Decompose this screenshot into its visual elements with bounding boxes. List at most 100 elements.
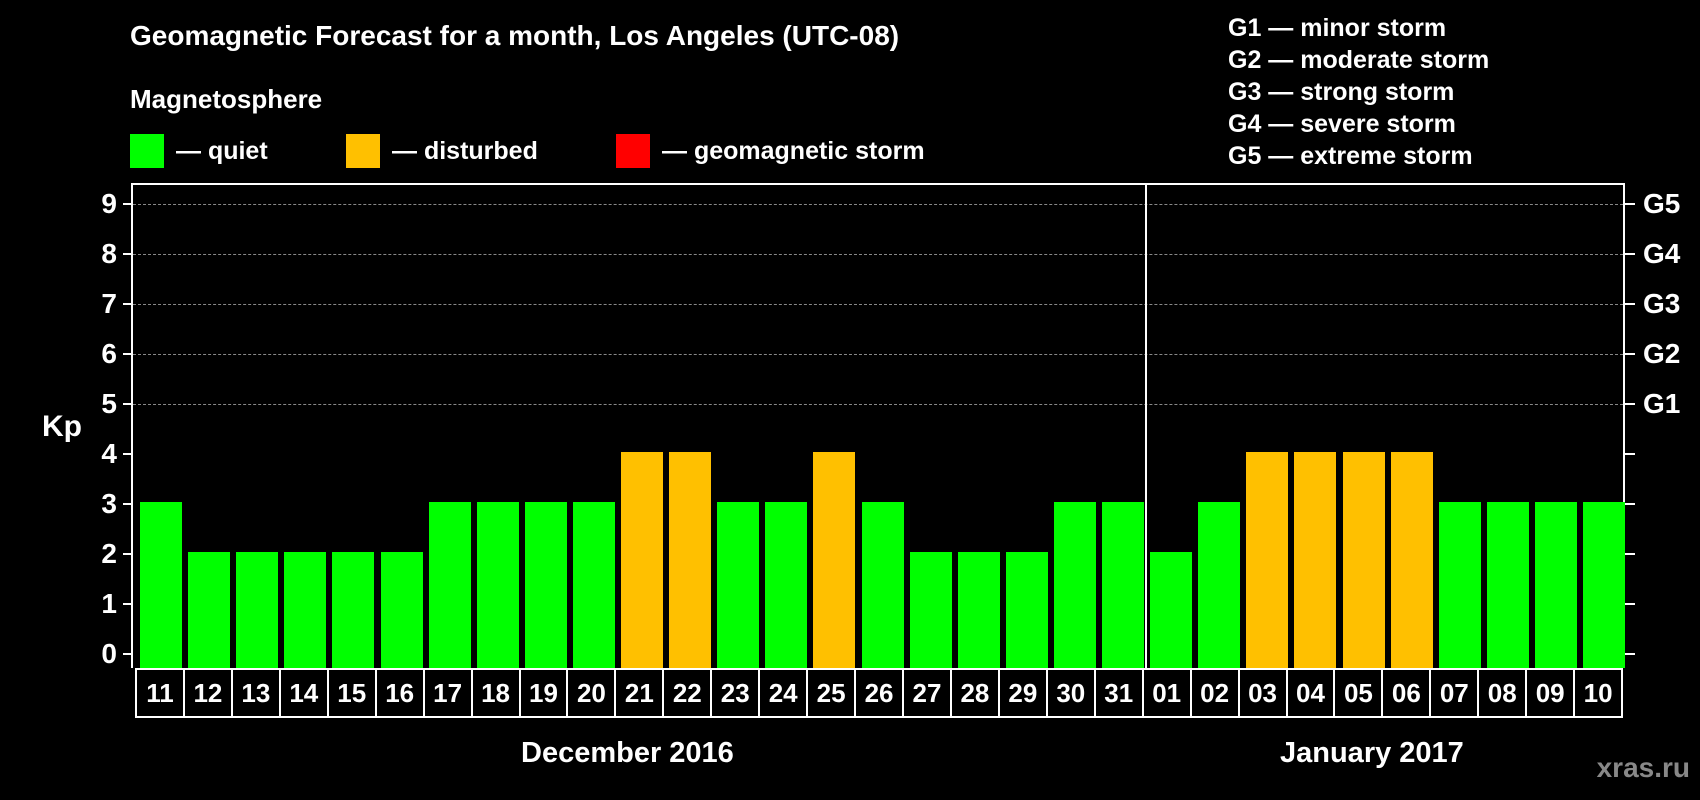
date-cell: 04 [1288, 670, 1336, 716]
date-cell: 12 [185, 670, 233, 716]
month-label-december: December 2016 [521, 737, 734, 769]
y-tick-right [1625, 653, 1635, 655]
storm-scale-g1: G1 — minor storm [1228, 14, 1447, 42]
bar-02 [1198, 502, 1241, 668]
bar-09 [1534, 502, 1577, 668]
y-tick-label: 6 [101, 338, 117, 369]
date-cell: 27 [904, 670, 952, 716]
y-tick-label: 5 [101, 388, 117, 419]
bar-11 [140, 502, 182, 668]
bar-04 [1294, 452, 1337, 668]
y-tick-label: 1 [101, 588, 117, 619]
y-tick [123, 503, 133, 505]
date-cell: 07 [1431, 670, 1480, 716]
bar-17 [428, 502, 471, 668]
y-tick-right [1625, 203, 1635, 205]
bar-15 [332, 552, 375, 668]
y-tick [123, 403, 133, 405]
y-tick [123, 303, 133, 305]
y-tick-right [1625, 603, 1635, 605]
y-tick-right [1625, 253, 1635, 255]
bar-10 [1583, 502, 1625, 668]
legend-title: Magnetosphere [130, 84, 323, 114]
gridline [133, 404, 1623, 405]
chart-title: Geomagnetic Forecast for a month, Los An… [130, 20, 900, 51]
bar-18 [476, 502, 519, 668]
gridline [133, 254, 1623, 255]
storm-level-label: G3 [1643, 288, 1681, 319]
storm-scale-g2: G2 — moderate storm [1228, 46, 1490, 74]
storm-scale-g3: G3 — strong storm [1228, 78, 1455, 106]
y-tick-right [1625, 453, 1635, 455]
month-divider [1145, 185, 1148, 668]
y-tick-right [1625, 553, 1635, 555]
storm-swatch [616, 134, 650, 168]
date-cell: 30 [1048, 670, 1096, 716]
date-cell: 06 [1383, 670, 1432, 716]
y-tick-right [1625, 403, 1635, 405]
bar-25 [813, 452, 856, 668]
gridline [133, 304, 1623, 305]
date-cell: 02 [1192, 670, 1240, 716]
storm-level-label: G2 [1643, 338, 1681, 369]
date-cell: 31 [1096, 670, 1144, 716]
date-cell: 03 [1240, 670, 1288, 716]
y-tick-label: 9 [101, 188, 117, 219]
storm-scale-g5: G5 — extreme storm [1228, 142, 1473, 170]
y-tick [123, 603, 133, 605]
date-cell: 05 [1335, 670, 1384, 716]
gridline [133, 204, 1623, 205]
bar-29 [1005, 552, 1048, 668]
y-tick-right [1625, 303, 1635, 305]
bar-21 [621, 452, 663, 668]
date-cell: 29 [1000, 670, 1048, 716]
storm-level-label: G1 [1643, 388, 1681, 419]
storm-level-label: G4 [1643, 238, 1681, 269]
bar-24 [765, 502, 808, 668]
date-cell: 09 [1527, 670, 1576, 716]
date-cell: 28 [952, 670, 1000, 716]
bar-13 [236, 552, 279, 668]
date-cell: 16 [377, 670, 425, 716]
bar-30 [1053, 502, 1096, 668]
storm-level-label: G5 [1643, 188, 1681, 219]
date-cell: 22 [664, 670, 713, 716]
date-cell: 11 [137, 670, 185, 716]
legend-disturbed: — disturbed [346, 134, 538, 168]
date-cell: 10 [1583, 677, 1613, 708]
bar-01 [1150, 552, 1193, 668]
date-cell: 08 [1479, 670, 1528, 716]
bar-31 [1102, 502, 1144, 668]
date-cell: 01 [1144, 670, 1192, 716]
date-cell: 17 [425, 670, 473, 716]
date-row: 11 12 13 14 15 16 17 18 19 20 21 22 23 24 25 26 27 28 29 30… [135, 668, 1623, 718]
y-tick [123, 253, 133, 255]
date-cell: 21 [616, 670, 665, 716]
bar-28 [957, 552, 1000, 668]
bar-14 [284, 552, 327, 668]
date-cell: 19 [521, 670, 569, 716]
legend-disturbed-label: — disturbed [392, 136, 538, 165]
bar-06 [1390, 452, 1433, 668]
bar-23 [717, 502, 760, 668]
date-cell: 24 [760, 670, 809, 716]
month-label-january: January 2017 [1280, 737, 1464, 769]
date-cell: 13 [233, 670, 281, 716]
y-tick-label: 8 [101, 238, 117, 269]
watermark: xras.ru [1596, 752, 1690, 783]
y-tick-label: 4 [101, 438, 117, 469]
bar-05 [1342, 452, 1385, 668]
y-tick [123, 203, 133, 205]
bar-16 [380, 552, 423, 668]
date-cell: 23 [712, 670, 761, 716]
y-tick [123, 553, 133, 555]
disturbed-swatch [346, 134, 380, 168]
gridline [133, 354, 1623, 355]
y-tick-label: 7 [101, 288, 117, 319]
legend-quiet: — quiet [130, 134, 268, 168]
bar-22 [669, 452, 712, 668]
legend-quiet-label: — quiet [176, 136, 268, 165]
y-axis-label: Kp [42, 410, 82, 443]
bar-27 [909, 552, 952, 668]
quiet-swatch [130, 134, 164, 168]
